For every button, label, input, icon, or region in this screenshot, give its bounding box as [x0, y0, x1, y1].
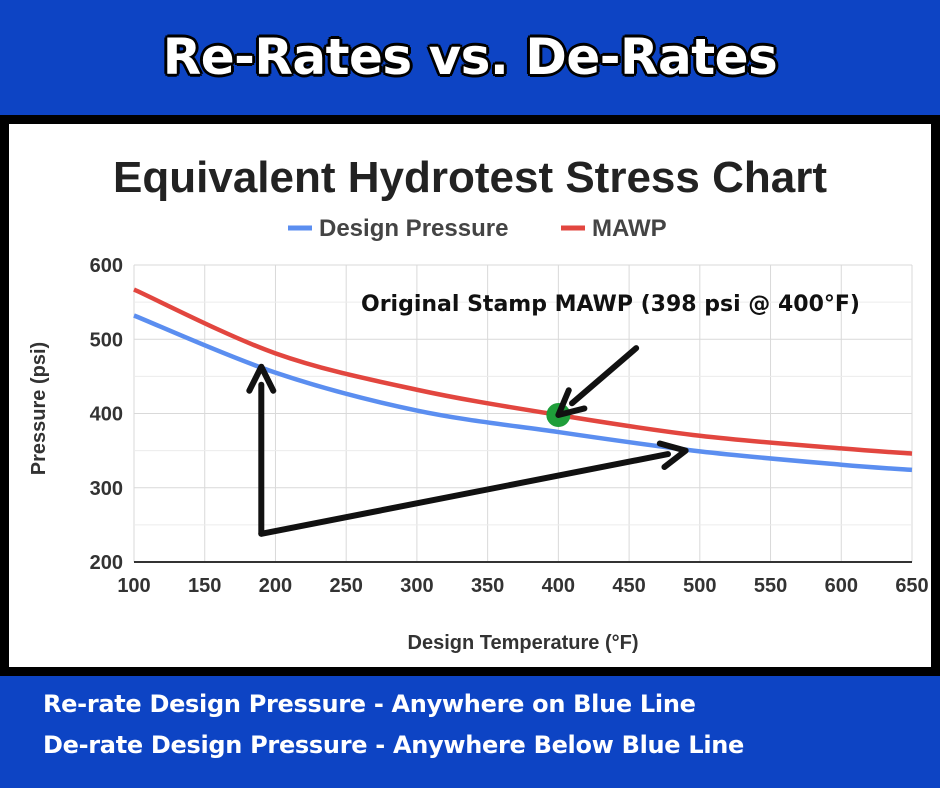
x-tick-label: 250 [329, 575, 362, 597]
y-tick-label: 300 [90, 478, 123, 500]
caption-rerate: Re-rate Design Pressure - Anywhere on Bl… [43, 690, 696, 718]
x-tick-label: 300 [400, 575, 433, 597]
y-tick-label: 600 [90, 255, 123, 277]
arrow-to-marker-head [555, 387, 588, 418]
y-axis-label: Pressure (psi) [28, 342, 50, 475]
x-tick-label: 350 [471, 575, 504, 597]
legend-label-design-pressure: Design Pressure [319, 215, 508, 242]
y-tick-label: 500 [90, 329, 123, 351]
chart-panel: Equivalent Hydrotest Stress Chart Design … [9, 124, 931, 667]
x-tick-label: 500 [683, 575, 716, 597]
arrow-to-200f-head [246, 363, 277, 394]
chart-frame: Equivalent Hydrotest Stress Chart Design … [0, 115, 940, 676]
arrow-to-500f-head [656, 440, 689, 471]
x-tick-label: 450 [612, 575, 645, 597]
chart-title: Equivalent Hydrotest Stress Chart [113, 153, 827, 202]
series-line-design-pressure [133, 313, 913, 473]
x-tick-label: 550 [754, 575, 787, 597]
y-tick-label: 200 [90, 552, 123, 574]
x-tick-label: 650 [895, 575, 928, 597]
x-tick-label: 600 [825, 575, 858, 597]
arrow-to-marker-shaft [569, 345, 640, 407]
hydrotest-stress-chart: Equivalent Hydrotest Stress Chart Design … [28, 153, 929, 654]
legend-label-mawp: MAWP [592, 215, 667, 242]
banner-title: Re-Rates vs. De-Rates [162, 28, 778, 86]
x-tick-label: 100 [117, 575, 150, 597]
x-tick-label: 200 [259, 575, 292, 597]
x-axis-label: Design Temperature (°F) [408, 632, 639, 654]
y-tick-label: 400 [90, 404, 123, 426]
series-line-mawp [133, 287, 913, 456]
marker-annotation: Original Stamp MAWP (398 psi @ 400°F) [361, 292, 860, 317]
x-tick-label: 150 [188, 575, 221, 597]
x-tick-label: 400 [542, 575, 575, 597]
arrow-to-500f-shaft [258, 451, 672, 537]
caption-derate: De-rate Design Pressure - Anywhere Below… [43, 731, 745, 759]
